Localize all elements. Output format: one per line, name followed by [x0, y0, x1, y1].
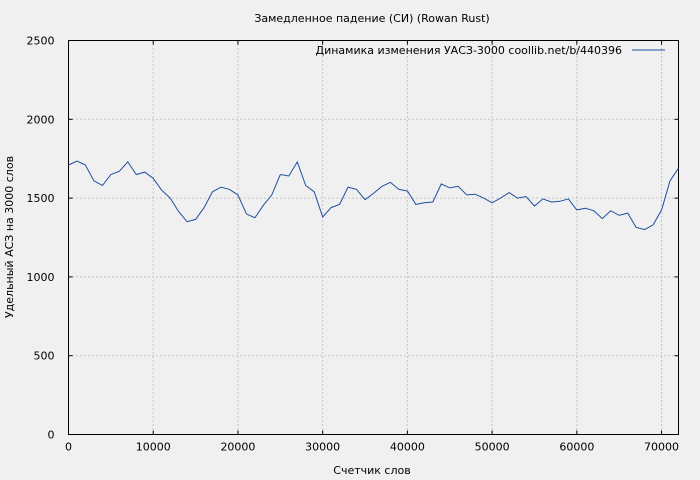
- y-axis-label: Удельный АСЗ на 3000 слов: [3, 156, 16, 318]
- x-tick-label: 60000: [559, 441, 594, 454]
- x-axis-label: Счетчик слов: [333, 464, 410, 477]
- y-tick-label: 2000: [27, 113, 55, 126]
- y-tick-label: 1000: [27, 271, 55, 284]
- y-tick-label: 0: [48, 429, 55, 442]
- x-tick-label: 40000: [390, 441, 425, 454]
- x-tick-label: 50000: [475, 441, 510, 454]
- legend: Динамика изменения УАСЗ-3000 coollib.net…: [316, 44, 665, 57]
- chart-title: Замедленное падение (СИ) (Rowan Rust): [254, 12, 489, 25]
- y-tick-label: 1500: [27, 192, 55, 205]
- x-tick-label: 70000: [644, 441, 679, 454]
- plot-frame: [68, 40, 679, 435]
- y-tick-label: 2500: [27, 35, 55, 48]
- series-line: [68, 160, 679, 231]
- x-tick-label: 20000: [220, 441, 255, 454]
- x-tick-label: 30000: [305, 441, 340, 454]
- axis-ticks: 0 10000 20000 30000 40000 50000 60000 70000 0 500…: [27, 35, 680, 454]
- y-tick-label: 500: [34, 350, 55, 363]
- x-tick-label: 0: [65, 441, 72, 454]
- series-layer: [68, 160, 679, 231]
- grid: [68, 40, 679, 435]
- legend-label: Динамика изменения УАСЗ-3000 coollib.net…: [316, 44, 623, 57]
- x-tick-label: 10000: [136, 441, 171, 454]
